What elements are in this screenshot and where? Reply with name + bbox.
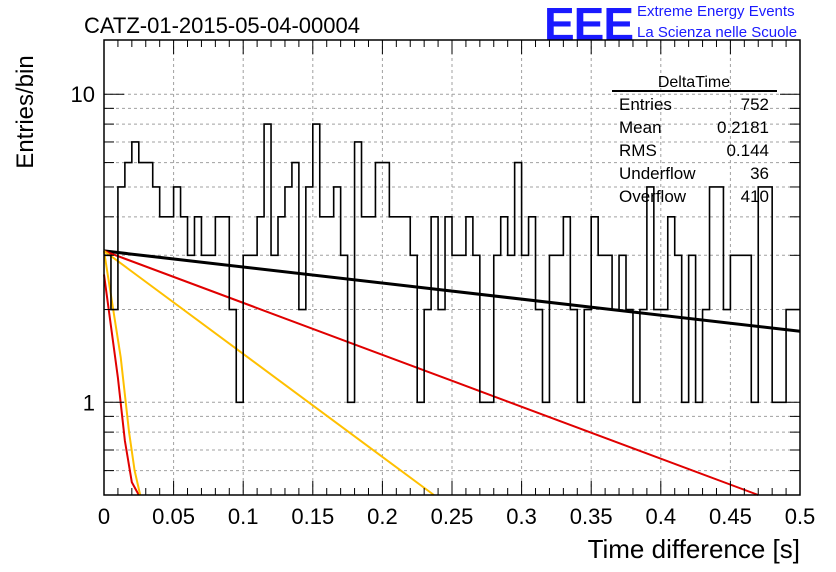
x-tick-label: 0.1 <box>228 504 259 529</box>
x-tick-label: 0.05 <box>152 504 195 529</box>
eee-logo: EEE <box>544 0 633 50</box>
fit-curve-black-0 <box>103 249 801 333</box>
fit-curves <box>103 249 801 496</box>
x-tick-label: 0.25 <box>431 504 474 529</box>
stats-label-overflow: Overflow <box>619 187 687 206</box>
x-tick-label: 0.2 <box>367 504 398 529</box>
y-tick-label: 10 <box>71 82 95 107</box>
plot-frame <box>103 39 801 496</box>
stats-label-entries: Entries <box>619 95 672 114</box>
logo-caption-line2: La Scienza nelle Scuole <box>637 24 797 41</box>
chart-title: CATZ-01-2015-05-04-00004 <box>84 13 360 38</box>
x-tick-label: 0.5 <box>785 504 816 529</box>
stats-label-mean: Mean <box>619 118 662 137</box>
x-tick-labels: 0 0.05 0.1 0.15 0.2 0.25 0.3 0.35 0.4 0.45 0.5 <box>98 504 815 529</box>
grid-lines <box>104 40 800 495</box>
fit-curve-red-2 <box>103 274 140 496</box>
stats-value-underflow: 36 <box>750 164 769 183</box>
stats-value-overflow: 410 <box>741 187 769 206</box>
stats-box-title: DeltaTime <box>658 74 730 91</box>
x-tick-label: 0 <box>98 504 110 529</box>
logo-caption-line1: Extreme Energy Events <box>637 3 795 20</box>
histogram-outline <box>104 123 800 404</box>
x-tick-label: 0.45 <box>709 504 752 529</box>
stats-label-underflow: Underflow <box>619 164 696 183</box>
fit-curve-orange-3 <box>103 250 435 496</box>
stats-label-rms: RMS <box>619 141 657 160</box>
y-tick-label: 1 <box>83 390 95 415</box>
x-tick-label: 0.35 <box>570 504 613 529</box>
stats-box: DeltaTime Entries 752 Mean 0.2181 RMS 0.144 Un… <box>612 74 777 206</box>
fit-curve-red-1 <box>103 249 759 496</box>
stats-value-mean: 0.2181 <box>717 118 769 137</box>
stats-value-entries: 752 <box>741 95 769 114</box>
histogram-bars <box>104 123 800 404</box>
x-tick-label: 0.15 <box>291 504 334 529</box>
stats-value-rms: 0.144 <box>726 141 769 160</box>
y-tick-labels: 1 10 <box>71 82 95 415</box>
x-tick-label: 0.4 <box>646 504 677 529</box>
x-tick-label: 0.3 <box>506 504 537 529</box>
x-axis-title: Time difference [s] <box>588 534 800 564</box>
y-axis-title: Entries/bin <box>12 55 39 168</box>
fit-curve-orange-4 <box>103 250 142 496</box>
